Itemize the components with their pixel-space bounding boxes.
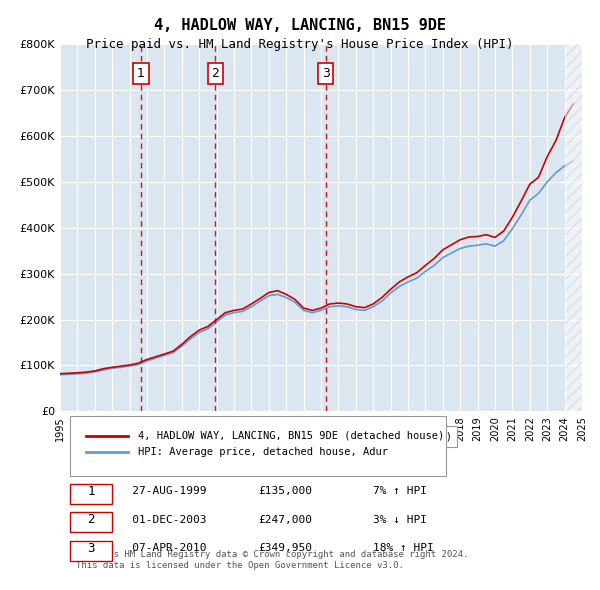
FancyBboxPatch shape	[70, 512, 112, 532]
Text: 07-APR-2010: 07-APR-2010	[112, 543, 206, 553]
Text: 2: 2	[88, 513, 95, 526]
FancyBboxPatch shape	[70, 484, 112, 504]
Text: 3: 3	[88, 542, 95, 555]
Text: 4, HADLOW WAY, LANCING, BN15 9DE: 4, HADLOW WAY, LANCING, BN15 9DE	[154, 18, 446, 32]
Text: 2: 2	[211, 67, 219, 80]
Text: 1: 1	[88, 485, 95, 498]
Text: Price paid vs. HM Land Registry's House Price Index (HPI): Price paid vs. HM Land Registry's House …	[86, 38, 514, 51]
Text: 01-DEC-2003: 01-DEC-2003	[112, 515, 206, 525]
Text: ─────  4, HADLOW WAY, LANCING, BN15 9DE (detached house): ───── 4, HADLOW WAY, LANCING, BN15 9DE (…	[102, 431, 452, 441]
Text: HPI: Average price, detached house, Adur: HPI: Average price, detached house, Adur	[139, 447, 388, 457]
Text: £135,000: £135,000	[259, 486, 313, 496]
Text: £247,000: £247,000	[259, 515, 313, 525]
Text: 3% ↓ HPI: 3% ↓ HPI	[373, 515, 427, 525]
Text: £349,950: £349,950	[259, 543, 313, 553]
Text: 3: 3	[322, 67, 329, 80]
Text: 1: 1	[137, 67, 145, 80]
Text: 27-AUG-1999: 27-AUG-1999	[112, 486, 206, 496]
FancyBboxPatch shape	[70, 417, 446, 476]
Text: 4, HADLOW WAY, LANCING, BN15 9DE (detached house): 4, HADLOW WAY, LANCING, BN15 9DE (detach…	[139, 431, 445, 441]
Text: 7% ↑ HPI: 7% ↑ HPI	[373, 486, 427, 496]
FancyBboxPatch shape	[70, 540, 112, 560]
Text: Contains HM Land Registry data © Crown copyright and database right 2024.
This d: Contains HM Land Registry data © Crown c…	[76, 550, 468, 570]
Text: 18% ↑ HPI: 18% ↑ HPI	[373, 543, 434, 553]
